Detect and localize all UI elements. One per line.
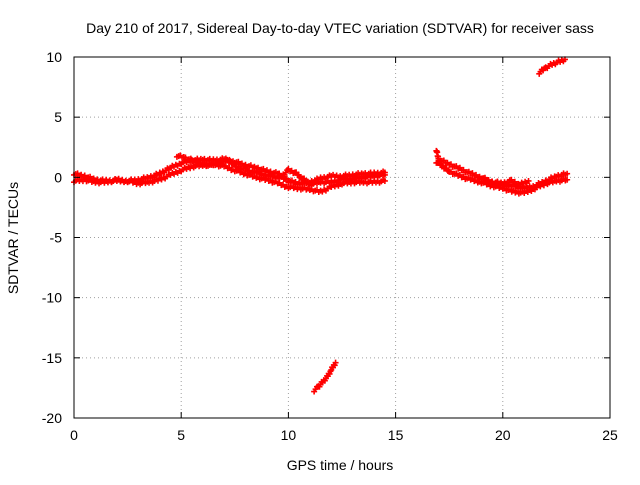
data-point (381, 171, 388, 178)
series-band-3 (173, 152, 388, 189)
series-outlier-high (536, 56, 568, 77)
x-axis-label: GPS time / hours (287, 457, 394, 473)
y-axis-label: SDTVAR / TECUs (5, 182, 21, 294)
grid-lines (74, 57, 610, 418)
y-tick-label: -20 (42, 410, 62, 426)
y-tick-label: 5 (54, 109, 62, 125)
x-tick-label: 10 (281, 427, 297, 443)
data-point (332, 359, 339, 366)
data-point (283, 175, 290, 182)
y-tick-label: -15 (42, 350, 62, 366)
axis-ticks: 0 5 10 15 20 25 -20 -15 -10 -5 0 5 10 (42, 49, 618, 443)
data-point (525, 177, 532, 184)
y-tick-label: 0 (54, 169, 62, 185)
series-band-4 (433, 147, 571, 192)
y-tick-label: -10 (42, 290, 62, 306)
x-tick-label: 0 (70, 427, 78, 443)
series-outlier-low (311, 359, 339, 395)
data-point (564, 170, 571, 177)
x-tick-label: 5 (177, 427, 185, 443)
data-point (564, 176, 571, 183)
series-band-6 (478, 175, 532, 188)
y-tick-label: 10 (46, 49, 62, 65)
x-tick-label: 20 (495, 427, 511, 443)
chart-title: Day 210 of 2017, Sidereal Day-to-day VTE… (86, 20, 594, 36)
data-point (301, 175, 308, 182)
y-tick-label: -5 (50, 230, 63, 246)
data-points (71, 56, 571, 395)
data-point (381, 177, 388, 184)
x-tick-label: 25 (602, 427, 618, 443)
series-band-1 (71, 155, 388, 188)
x-tick-label: 15 (388, 427, 404, 443)
